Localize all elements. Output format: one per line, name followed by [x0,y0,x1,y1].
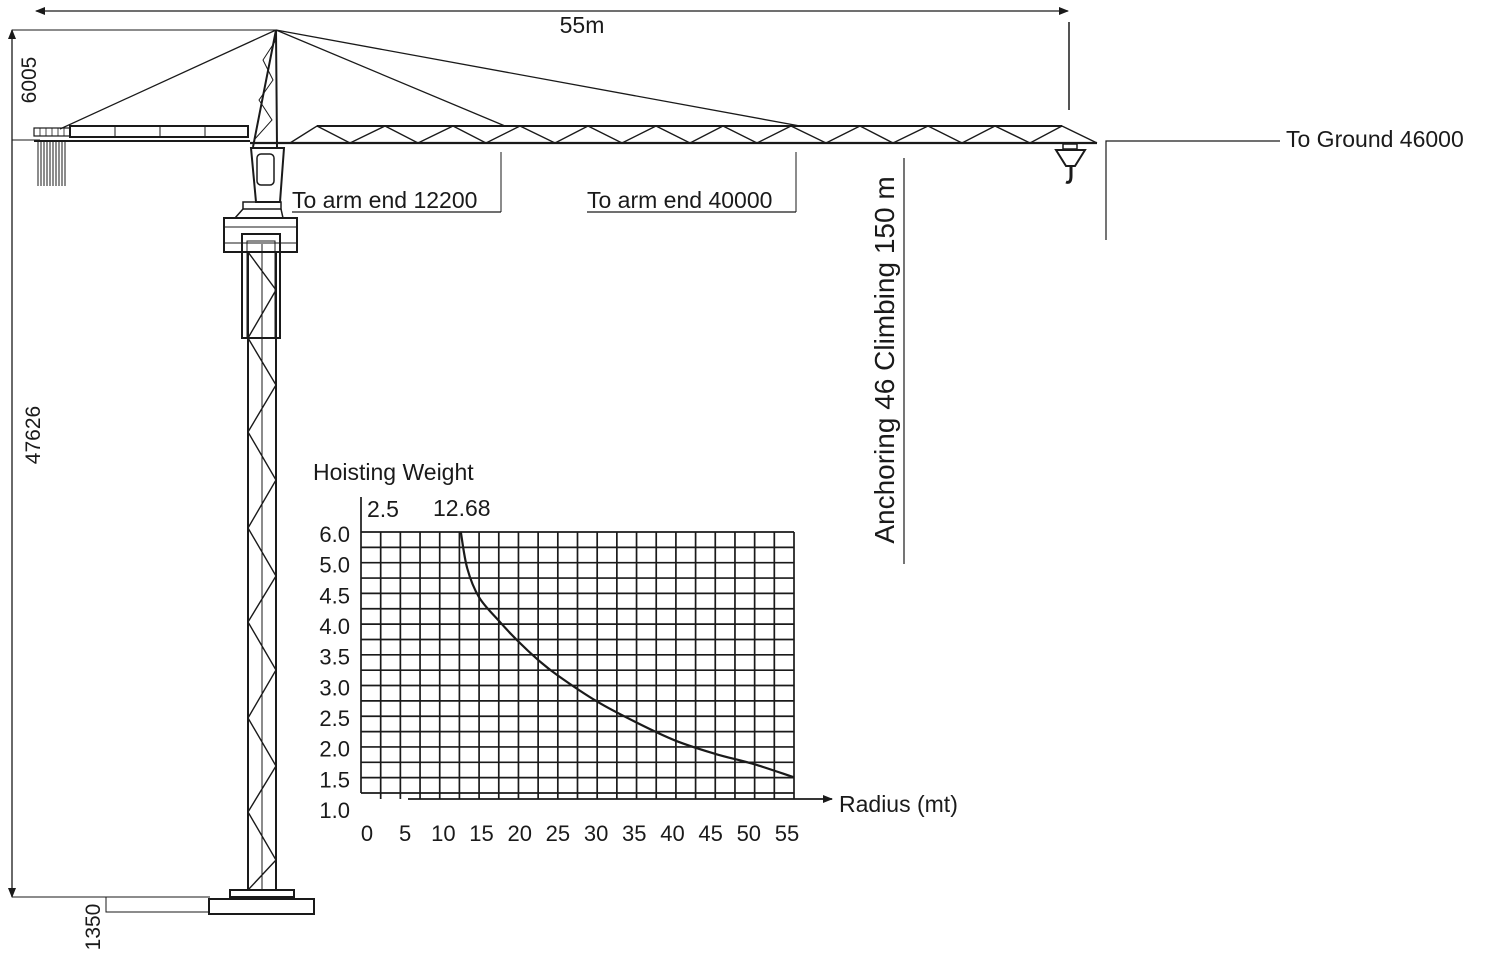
y-tick-label: 2.5 [319,706,350,731]
ground-reference-line [1105,140,1280,240]
y-tick-label: 3.5 [319,645,350,670]
x-tick-label: 30 [584,821,608,846]
counterweight [37,142,66,186]
tower-height-label: 47626 [22,406,45,464]
x-tick-label: 20 [507,821,531,846]
y-tick-label: 5.0 [319,553,350,578]
x-tick-label: 55 [775,821,799,846]
chart-grid [360,497,833,803]
counter-jib [33,125,250,186]
top-height-label: 6005 [18,57,41,104]
x-tick-label: 25 [546,821,570,846]
y-tick-label: 1.5 [319,767,350,792]
main-jib [250,125,1098,145]
anchoring-label: Anchoring 46 Climbing 150 m [869,176,900,543]
y-tick-label: 6.0 [319,522,350,547]
base-height-label: 1350 [82,904,105,951]
load-curve [459,531,795,779]
y-tick-label: 1.0 [319,798,350,823]
y-tick-label: 3.0 [319,675,350,700]
arm-end-40000-label: To arm end 40000 [587,187,772,213]
x-tick-label: 5 [399,821,411,846]
x-tick-label: 40 [660,821,684,846]
x-tick-label: 50 [737,821,761,846]
base-dimension-bracket [105,897,210,913]
y-tick-label: 2.0 [319,737,350,762]
x-tick-labels: 0 5 10 15 20 25 30 35 40 45 50 55 [361,821,799,846]
chart-title: Hoisting Weight [313,459,474,485]
arm-end-12200-label: To arm end 12200 [292,187,477,213]
top-label-min-radius: 2.5 [367,496,399,522]
y-tick-label: 4.0 [319,614,350,639]
load-curve-line [459,531,795,779]
x-tick-label: 45 [698,821,722,846]
chart-xlabel: Radius (mt) [839,791,958,817]
y-tick-label: 4.5 [319,583,350,608]
to-ground-label: To Ground 46000 [1286,126,1464,152]
operator-cab [233,147,286,219]
x-tick-label: 10 [431,821,455,846]
x-tick-label: 35 [622,821,646,846]
hook-icon [1054,143,1087,184]
top-label-max-load-radius: 12.68 [433,495,491,521]
x-tick-label: 0 [361,821,373,846]
y-tick-labels: 6.0 5.0 4.5 4.0 3.5 3.0 2.5 2.0 1.5 1.0 [319,522,350,823]
climbing-frame [223,217,298,339]
tower-base [208,889,315,915]
load-chart: Hoisting Weight Radius (mt) 2.5 12.68 6.… [313,459,958,846]
x-tick-label: 15 [469,821,493,846]
tower-mast [247,244,277,891]
span-label: 55m [560,12,605,38]
tower-head [59,29,801,148]
